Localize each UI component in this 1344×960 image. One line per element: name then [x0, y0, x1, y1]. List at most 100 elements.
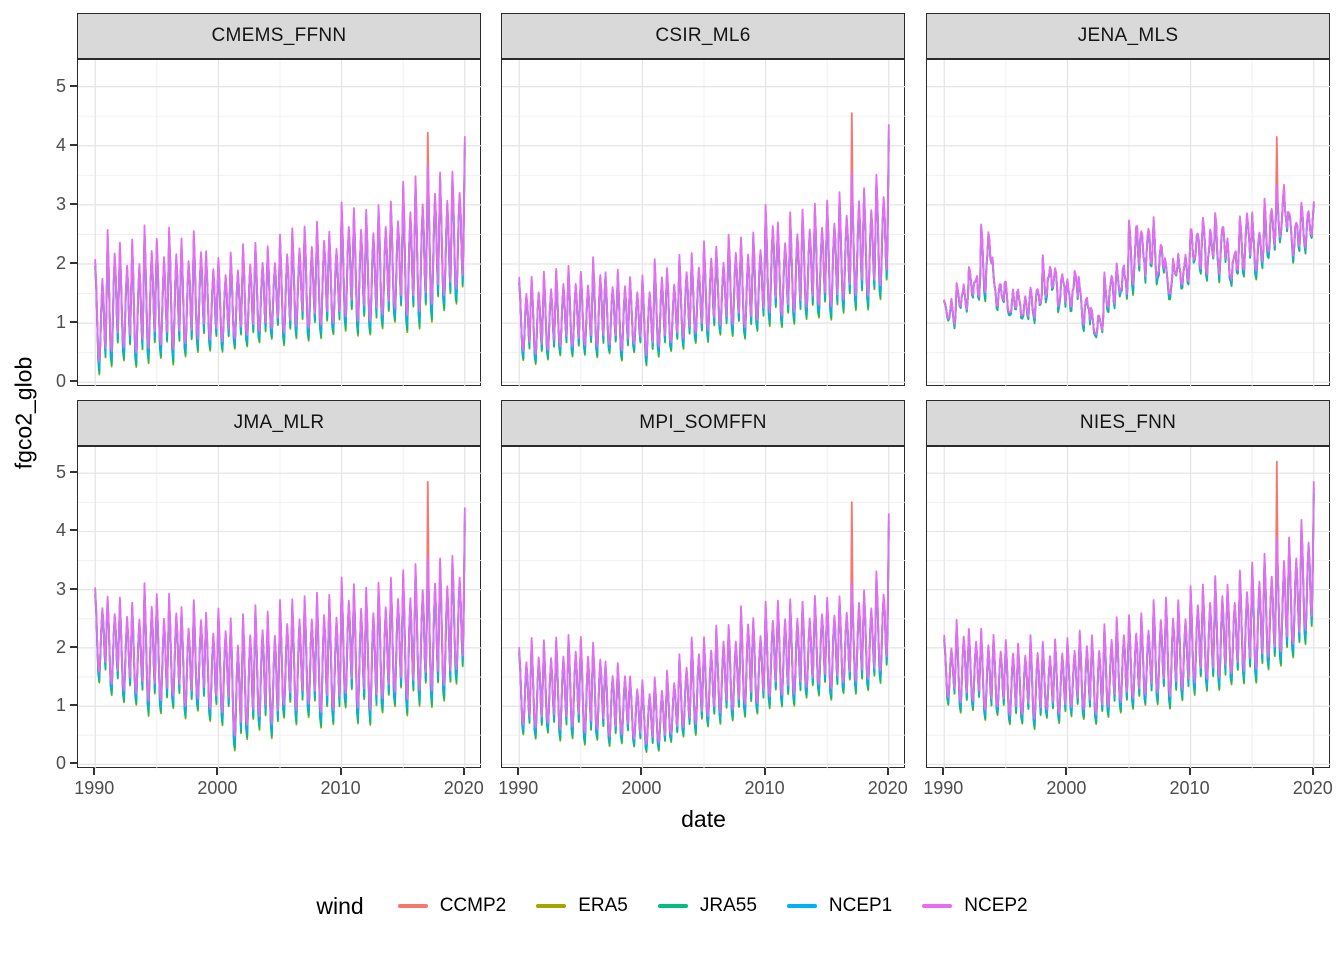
facet-strip-csir_ml6: CSIR_ML6: [501, 13, 905, 59]
facet-strip-label: CSIR_ML6: [655, 25, 751, 46]
facet-strip-cmems_ffnn: CMEMS_FFNN: [77, 13, 481, 59]
facet-strip-label: JMA_MLR: [233, 412, 325, 433]
facet-strip-label: NIES_FNN: [1079, 412, 1177, 433]
legend-item-ncep2: NCEP2: [922, 895, 1028, 917]
y-tick-mark: [70, 471, 77, 474]
facet-strip-jma_mlr: JMA_MLR: [77, 400, 481, 446]
panel-grid-minor: [502, 447, 906, 769]
facet-plot-csir_ml6: [502, 60, 906, 387]
x-tick-label: 2010: [1169, 778, 1210, 798]
x-tick-label: 2010: [744, 778, 785, 798]
x-tick-mark: [763, 768, 766, 775]
facet-strip-label: CMEMS_FFNN: [211, 25, 347, 46]
facet-panel-jena_mls: [926, 59, 1331, 387]
legend-item-label: NCEP1: [828, 895, 893, 916]
x-tick-label: 1990: [923, 778, 964, 798]
y-tick-label: 5: [55, 75, 66, 96]
x-tick-mark: [1065, 768, 1068, 775]
facet-strip-nies_fnn: NIES_FNN: [926, 400, 1330, 446]
facet-strip-label: MPI_SOMFFN: [639, 412, 767, 433]
series-line-ncep2: [943, 183, 1315, 336]
x-axis-title: date: [681, 806, 726, 832]
facet-panel-mpi_somffn: [501, 446, 906, 769]
y-tick-mark: [70, 645, 77, 648]
x-tick-mark: [1188, 768, 1191, 775]
y-tick-label: 3: [55, 193, 66, 214]
legend-item-label: JRA55: [699, 895, 757, 916]
facet-strip-jena_mls: JENA_MLS: [926, 13, 1330, 59]
facet-strip-mpi_somffn: MPI_SOMFFN: [501, 400, 905, 446]
legend-title: wind: [316, 892, 364, 919]
x-tick-label: 1990: [498, 778, 539, 798]
x-tick-label: 2000: [621, 778, 662, 798]
panel-grid-major: [502, 60, 906, 387]
facet-plot-jma_mlr: [78, 447, 482, 769]
x-tick-mark: [517, 768, 520, 775]
legend-item-label: ERA5: [578, 895, 628, 916]
series-line-ncep2: [94, 507, 466, 737]
x-tick-mark: [886, 768, 889, 775]
series-line-ncep2: [518, 124, 890, 357]
y-tick-mark: [70, 704, 77, 707]
y-tick-mark: [70, 529, 77, 532]
y-tick-label: 5: [55, 462, 66, 483]
facet-plot-cmems_ffnn: [78, 60, 482, 387]
facet-plot-jena_mls: [927, 60, 1331, 387]
series-line-ncep2: [518, 513, 890, 746]
x-tick-mark: [462, 768, 465, 775]
y-tick-label: 2: [55, 636, 66, 657]
y-tick-mark: [70, 321, 77, 324]
x-tick-label: 2020: [443, 778, 484, 798]
legend-key-line-ncep2: [922, 904, 953, 908]
x-tick-mark: [93, 768, 96, 775]
y-tick-label: 0: [55, 371, 66, 392]
facet-plot-nies_fnn: [927, 447, 1331, 769]
x-tick-label: 1990: [74, 778, 115, 798]
series-line-ncep2: [943, 481, 1315, 720]
panel-grid-minor: [502, 60, 906, 387]
y-tick-mark: [70, 762, 77, 765]
legend-key-line-jra55: [657, 904, 688, 908]
y-axis-title: fgco2_glob: [10, 356, 37, 470]
y-tick-mark: [70, 202, 77, 205]
x-tick-mark: [942, 768, 945, 775]
y-tick-mark: [70, 380, 77, 383]
legend: wind CCMP2 ERA5 JRA55 NCEP1 NCEP2: [0, 884, 1344, 928]
x-tick-mark: [640, 768, 643, 775]
legend-item-ncep1: NCEP1: [786, 895, 893, 917]
legend-item-label: NCEP2: [964, 895, 1028, 916]
x-tick-label: 2000: [1046, 778, 1087, 798]
legend-item-ccmp2: CCMP2: [397, 895, 507, 917]
facet-strip-label: JENA_MLS: [1077, 25, 1179, 46]
facet-plot-mpi_somffn: [502, 447, 906, 769]
y-tick-label: 3: [55, 578, 66, 599]
y-tick-mark: [70, 587, 77, 590]
x-tick-mark: [1311, 768, 1314, 775]
y-tick-label: 1: [55, 695, 66, 716]
y-tick-mark: [70, 143, 77, 146]
y-tick-label: 2: [55, 253, 66, 273]
legend-key-line-era5: [536, 904, 567, 908]
x-tick-label: 2020: [1292, 778, 1333, 798]
x-tick-mark: [339, 768, 342, 775]
y-tick-mark: [70, 84, 77, 87]
facet-panel-csir_ml6: [501, 59, 906, 387]
legend-item-jra55: JRA55: [657, 895, 757, 917]
facet-panel-cmems_ffnn: [77, 59, 482, 387]
facet-panel-nies_fnn: [926, 446, 1331, 769]
y-tick-label: 1: [55, 312, 66, 333]
legend-key-line-ccmp2: [397, 904, 428, 908]
y-tick-mark: [70, 262, 77, 264]
x-tick-label: 2010: [320, 778, 361, 798]
legend-key-line-ncep1: [786, 904, 817, 908]
legend-item-label: CCMP2: [439, 895, 507, 916]
series-line-ncep2: [94, 136, 466, 363]
facet-panel-jma_mlr: [77, 446, 482, 769]
x-tick-label: 2020: [867, 778, 908, 798]
x-tick-label: 2000: [197, 778, 238, 798]
y-tick-label: 4: [55, 520, 66, 541]
legend-item-era5: ERA5: [536, 895, 628, 917]
x-tick-mark: [216, 768, 219, 775]
y-tick-label: 4: [55, 134, 66, 155]
